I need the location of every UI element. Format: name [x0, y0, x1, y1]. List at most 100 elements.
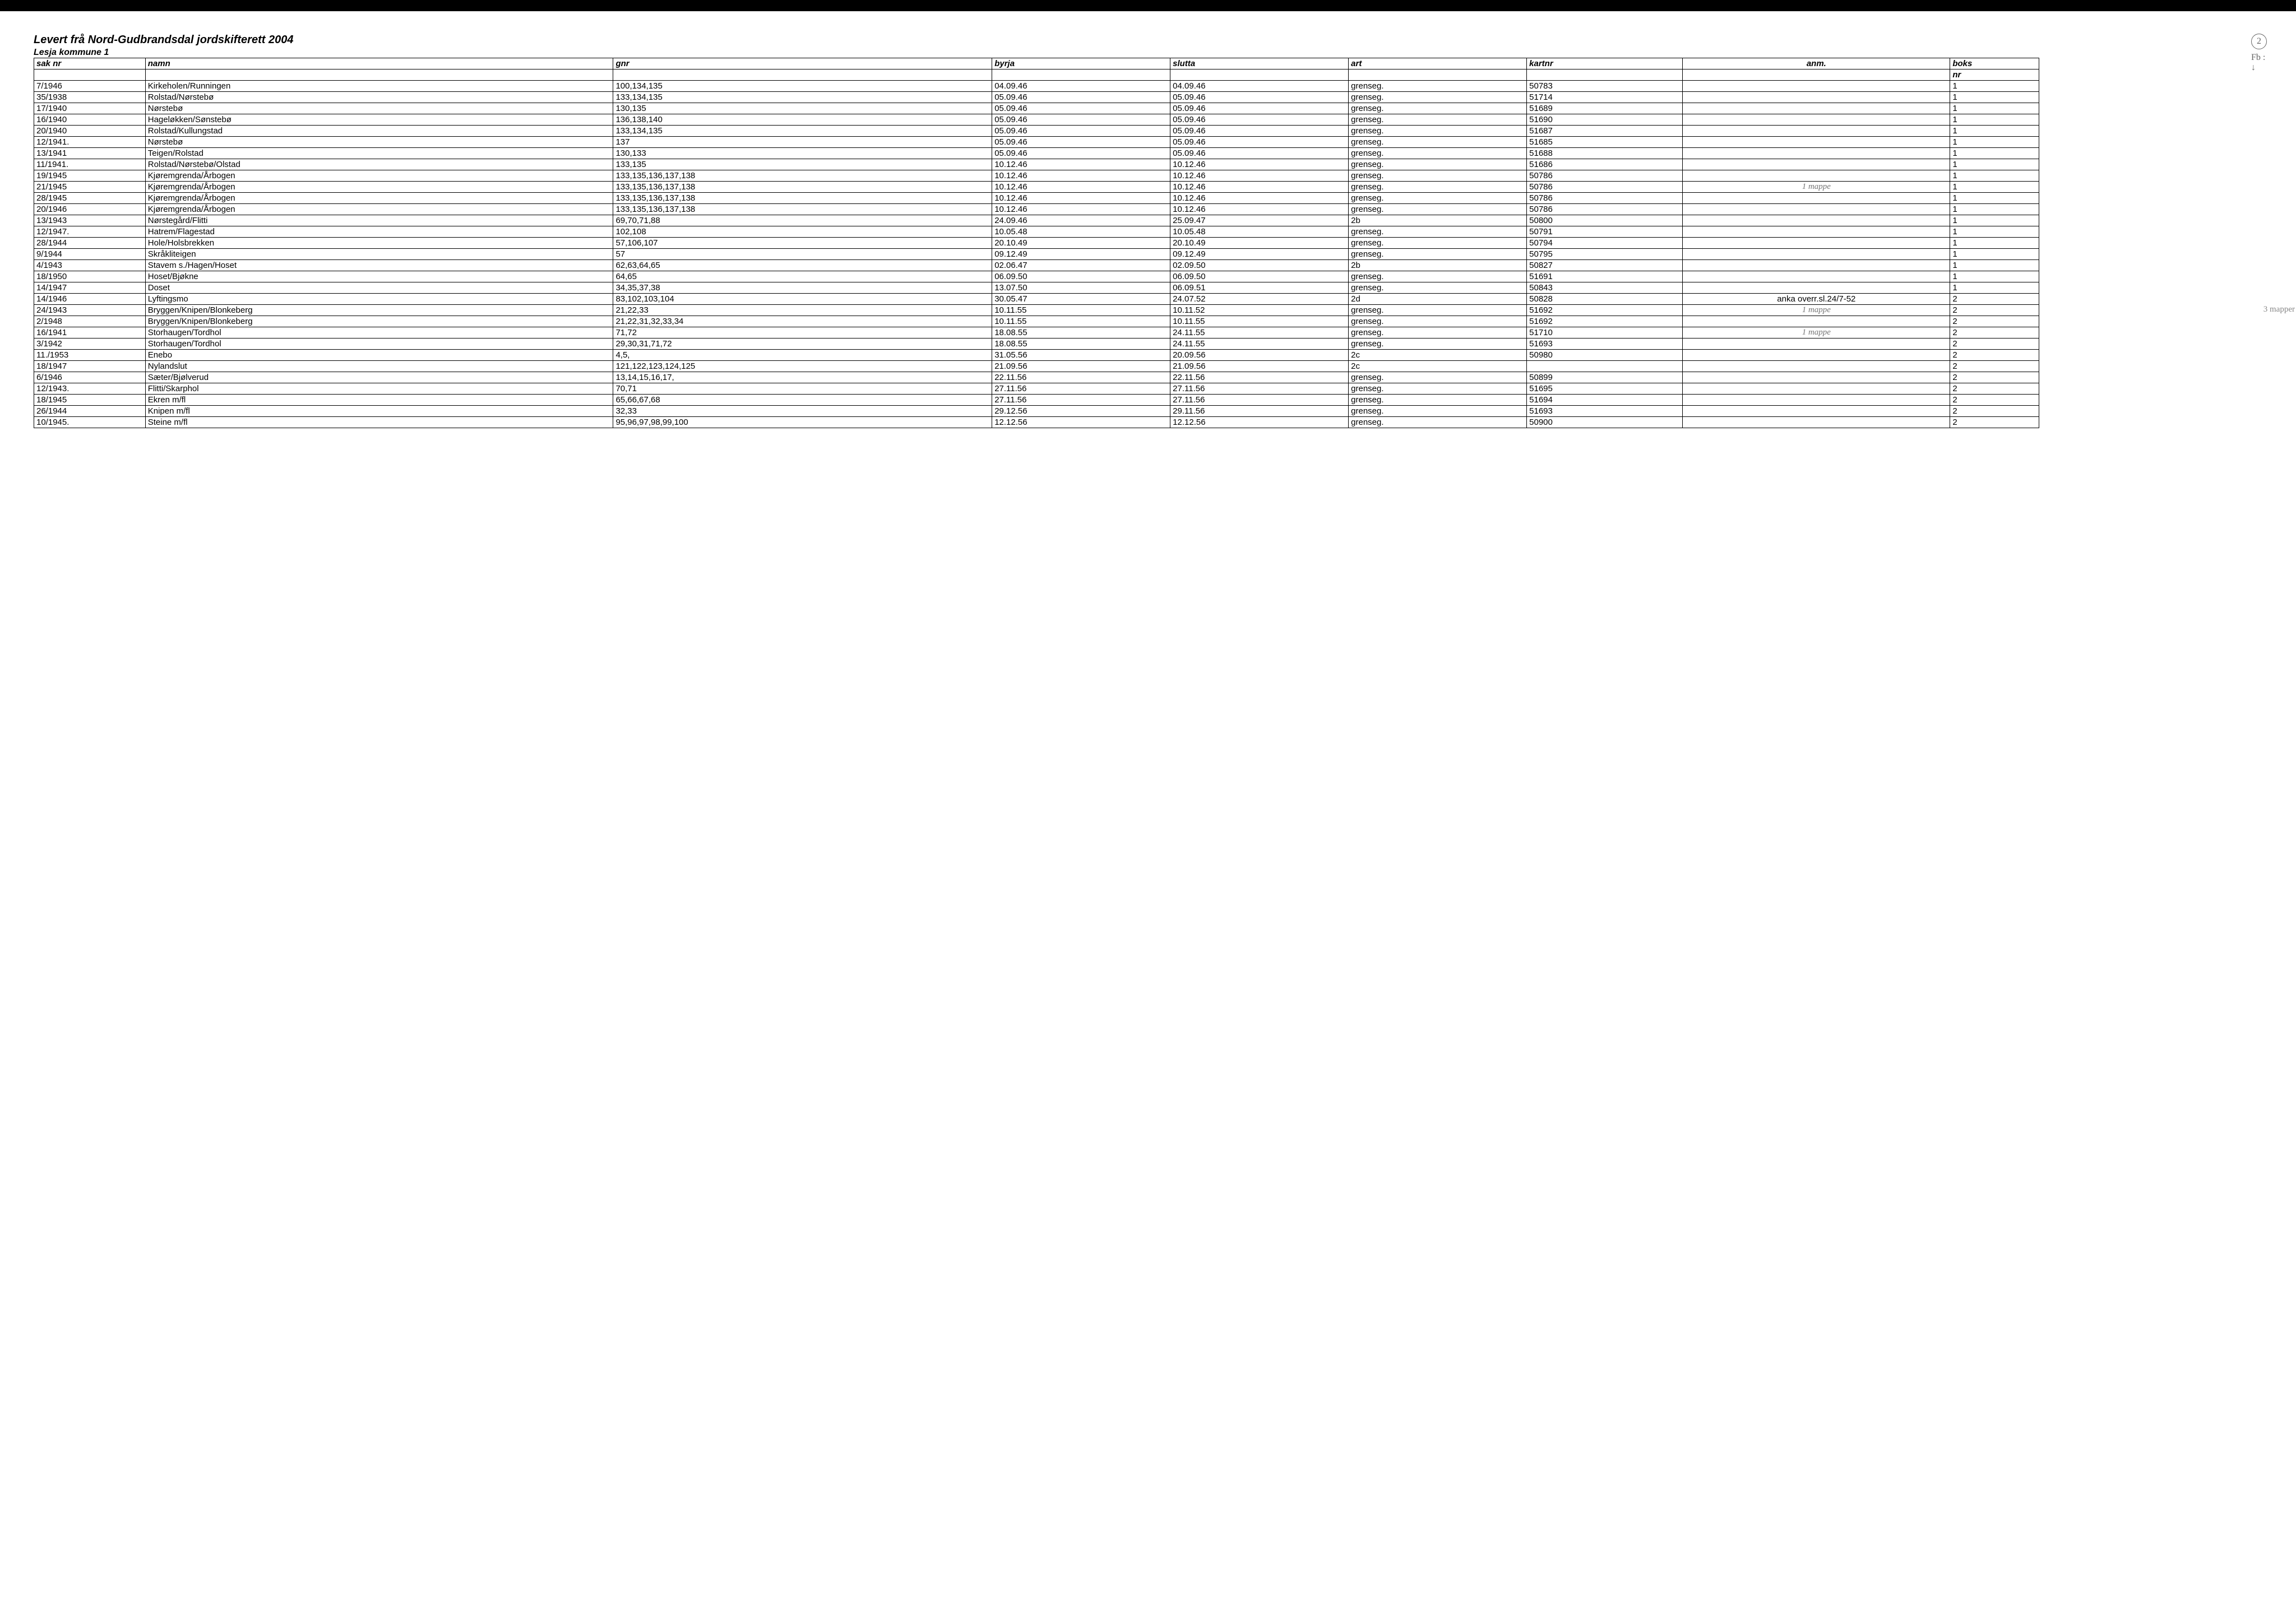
cell-art: grenseg. [1349, 417, 1527, 428]
cell-art: grenseg. [1349, 159, 1527, 170]
cell-anm [1683, 316, 1950, 327]
table-row: 13/1943Nørstegård/Flitti69,70,71,8824.09… [34, 215, 2039, 226]
cell-gnr: 133,135,136,137,138 [613, 170, 992, 182]
margin-arrow-icon: ↓ [2251, 63, 2290, 73]
cell-byrja: 24.09.46 [992, 215, 1170, 226]
cell-byrja: 05.09.46 [992, 126, 1170, 137]
table-row: 24/1943Bryggen/Knipen/Blonkeberg21,22,33… [34, 305, 2039, 316]
cell-anm [1683, 383, 1950, 395]
cell-anm [1683, 103, 1950, 114]
cell-namn: Kjøremgrenda/Årbogen [145, 182, 613, 193]
cell-boks: 1 [1950, 92, 2039, 103]
cell-sak: 18/1950 [34, 271, 146, 282]
cell-slutta: 04.09.46 [1170, 81, 1349, 92]
cell-boks: 1 [1950, 215, 2039, 226]
col-kartnr: kartnr [1527, 58, 1683, 69]
margin-annotations: 2 Fb : ↓ [2251, 34, 2290, 73]
cell-boks: 1 [1950, 260, 2039, 271]
cell-byrja: 29.12.56 [992, 406, 1170, 417]
cell-slutta: 24.11.55 [1170, 327, 1349, 338]
cell-kartnr: 51686 [1527, 159, 1683, 170]
cell-anm [1683, 238, 1950, 249]
cell-byrja: 10.11.55 [992, 305, 1170, 316]
cell-namn: Ekren m/fl [145, 395, 613, 406]
cell-sak: 12/1941. [34, 137, 146, 148]
cell-byrja: 09.12.49 [992, 249, 1170, 260]
col-boks: boks [1950, 58, 2039, 69]
table-row: 14/1947Doset34,35,37,3813.07.5006.09.51g… [34, 282, 2039, 294]
table-row: 14/1946Lyftingsmo83,102,103,10430.05.472… [34, 294, 2039, 305]
cell-boks: 1 [1950, 81, 2039, 92]
cell-byrja: 06.09.50 [992, 271, 1170, 282]
cell-sak: 19/1945 [34, 170, 146, 182]
cell-sak: 10/1945. [34, 417, 146, 428]
cell-art: 2b [1349, 260, 1527, 271]
cell-kartnr: 50980 [1527, 350, 1683, 361]
table-row: 16/1940Hageløkken/Sønstebø136,138,14005.… [34, 114, 2039, 126]
table-row: 13/1941Teigen/Rolstad130,13305.09.4605.0… [34, 148, 2039, 159]
cell-anm [1683, 372, 1950, 383]
cell-boks: 2 [1950, 305, 2039, 316]
cell-kartnr: 50828 [1527, 294, 1683, 305]
cell-art: grenseg. [1349, 182, 1527, 193]
cell-kartnr: 51689 [1527, 103, 1683, 114]
cell-gnr: 57 [613, 249, 992, 260]
cell-art: grenseg. [1349, 406, 1527, 417]
cell-slutta: 10.12.46 [1170, 159, 1349, 170]
table-row: 12/1943.Flitti/Skarphol70,7127.11.5627.1… [34, 383, 2039, 395]
cell-namn: Bryggen/Knipen/Blonkeberg [145, 316, 613, 327]
cell-kartnr: 51685 [1527, 137, 1683, 148]
cell-slutta: 05.09.46 [1170, 148, 1349, 159]
cell-art: grenseg. [1349, 170, 1527, 182]
col-anm: anm. [1683, 58, 1950, 69]
cell-art: 2b [1349, 215, 1527, 226]
cell-boks: 2 [1950, 350, 2039, 361]
cell-sak: 14/1946 [34, 294, 146, 305]
sub-1 [145, 69, 613, 81]
cell-gnr: 64,65 [613, 271, 992, 282]
cell-sak: 13/1941 [34, 148, 146, 159]
cell-anm [1683, 338, 1950, 350]
cell-kartnr: 51693 [1527, 338, 1683, 350]
cell-byrja: 18.08.55 [992, 327, 1170, 338]
cell-sak: 21/1945 [34, 182, 146, 193]
table-row: 26/1944Knipen m/fl32,3329.12.5629.11.56g… [34, 406, 2039, 417]
cell-art: grenseg. [1349, 383, 1527, 395]
cell-anm [1683, 81, 1950, 92]
cell-boks: 1 [1950, 238, 2039, 249]
table-row: 18/1950Hoset/Bjøkne64,6506.09.5006.09.50… [34, 271, 2039, 282]
cell-anm [1683, 170, 1950, 182]
cell-anm [1683, 249, 1950, 260]
cell-gnr: 133,135 [613, 159, 992, 170]
cell-namn: Rolstad/Kullungstad [145, 126, 613, 137]
table-row: 18/1947Nylandslut121,122,123,124,12521.0… [34, 361, 2039, 372]
cell-slutta: 06.09.50 [1170, 271, 1349, 282]
cell-slutta: 29.11.56 [1170, 406, 1349, 417]
cell-gnr: 133,135,136,137,138 [613, 182, 992, 193]
cell-gnr: 137 [613, 137, 992, 148]
cell-kartnr: 51688 [1527, 148, 1683, 159]
cell-gnr: 32,33 [613, 406, 992, 417]
table-row: 2/1948Bryggen/Knipen/Blonkeberg21,22,31,… [34, 316, 2039, 327]
cell-kartnr: 50795 [1527, 249, 1683, 260]
table-row: 11/1941.Rolstad/Nørstebø/Olstad133,13510… [34, 159, 2039, 170]
cell-namn: Hatrem/Flagestad [145, 226, 613, 238]
cell-byrja: 12.12.56 [992, 417, 1170, 428]
cell-slutta: 06.09.51 [1170, 282, 1349, 294]
cell-slutta: 05.09.46 [1170, 92, 1349, 103]
cell-boks: 2 [1950, 361, 2039, 372]
cell-sak: 6/1946 [34, 372, 146, 383]
page-number-circle: 2 [2251, 34, 2267, 49]
cell-gnr: 95,96,97,98,99,100 [613, 417, 992, 428]
cell-sak: 16/1941 [34, 327, 146, 338]
cell-boks: 1 [1950, 159, 2039, 170]
cell-kartnr: 50827 [1527, 260, 1683, 271]
cell-sak: 11./1953 [34, 350, 146, 361]
cell-anm [1683, 260, 1950, 271]
cell-slutta: 27.11.56 [1170, 395, 1349, 406]
cell-gnr: 13,14,15,16,17, [613, 372, 992, 383]
cell-anm [1683, 126, 1950, 137]
cell-byrja: 05.09.46 [992, 103, 1170, 114]
cell-slutta: 02.09.50 [1170, 260, 1349, 271]
cell-namn: Hageløkken/Sønstebø [145, 114, 613, 126]
